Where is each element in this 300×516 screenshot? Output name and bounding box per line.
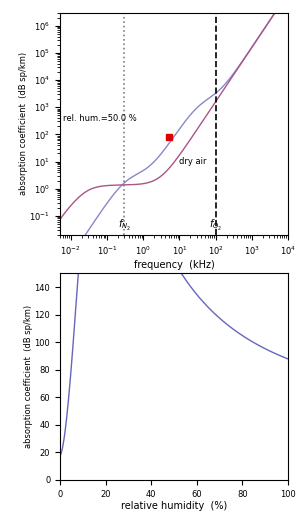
Text: rel. hum.=50.0 %: rel. hum.=50.0 % xyxy=(63,115,136,123)
Text: $f_{O_2}$: $f_{O_2}$ xyxy=(209,218,222,233)
Y-axis label: absorption coefficient  (dB sp/km): absorption coefficient (dB sp/km) xyxy=(19,52,28,196)
Text: $f_{N_2}$: $f_{N_2}$ xyxy=(118,218,131,233)
X-axis label: relative humidity  (%): relative humidity (%) xyxy=(121,502,227,511)
Y-axis label: absorption coefficient  (dB sp/km): absorption coefficient (dB sp/km) xyxy=(24,305,33,448)
X-axis label: frequency  (kHz): frequency (kHz) xyxy=(134,260,214,270)
Text: dry air: dry air xyxy=(179,157,207,166)
